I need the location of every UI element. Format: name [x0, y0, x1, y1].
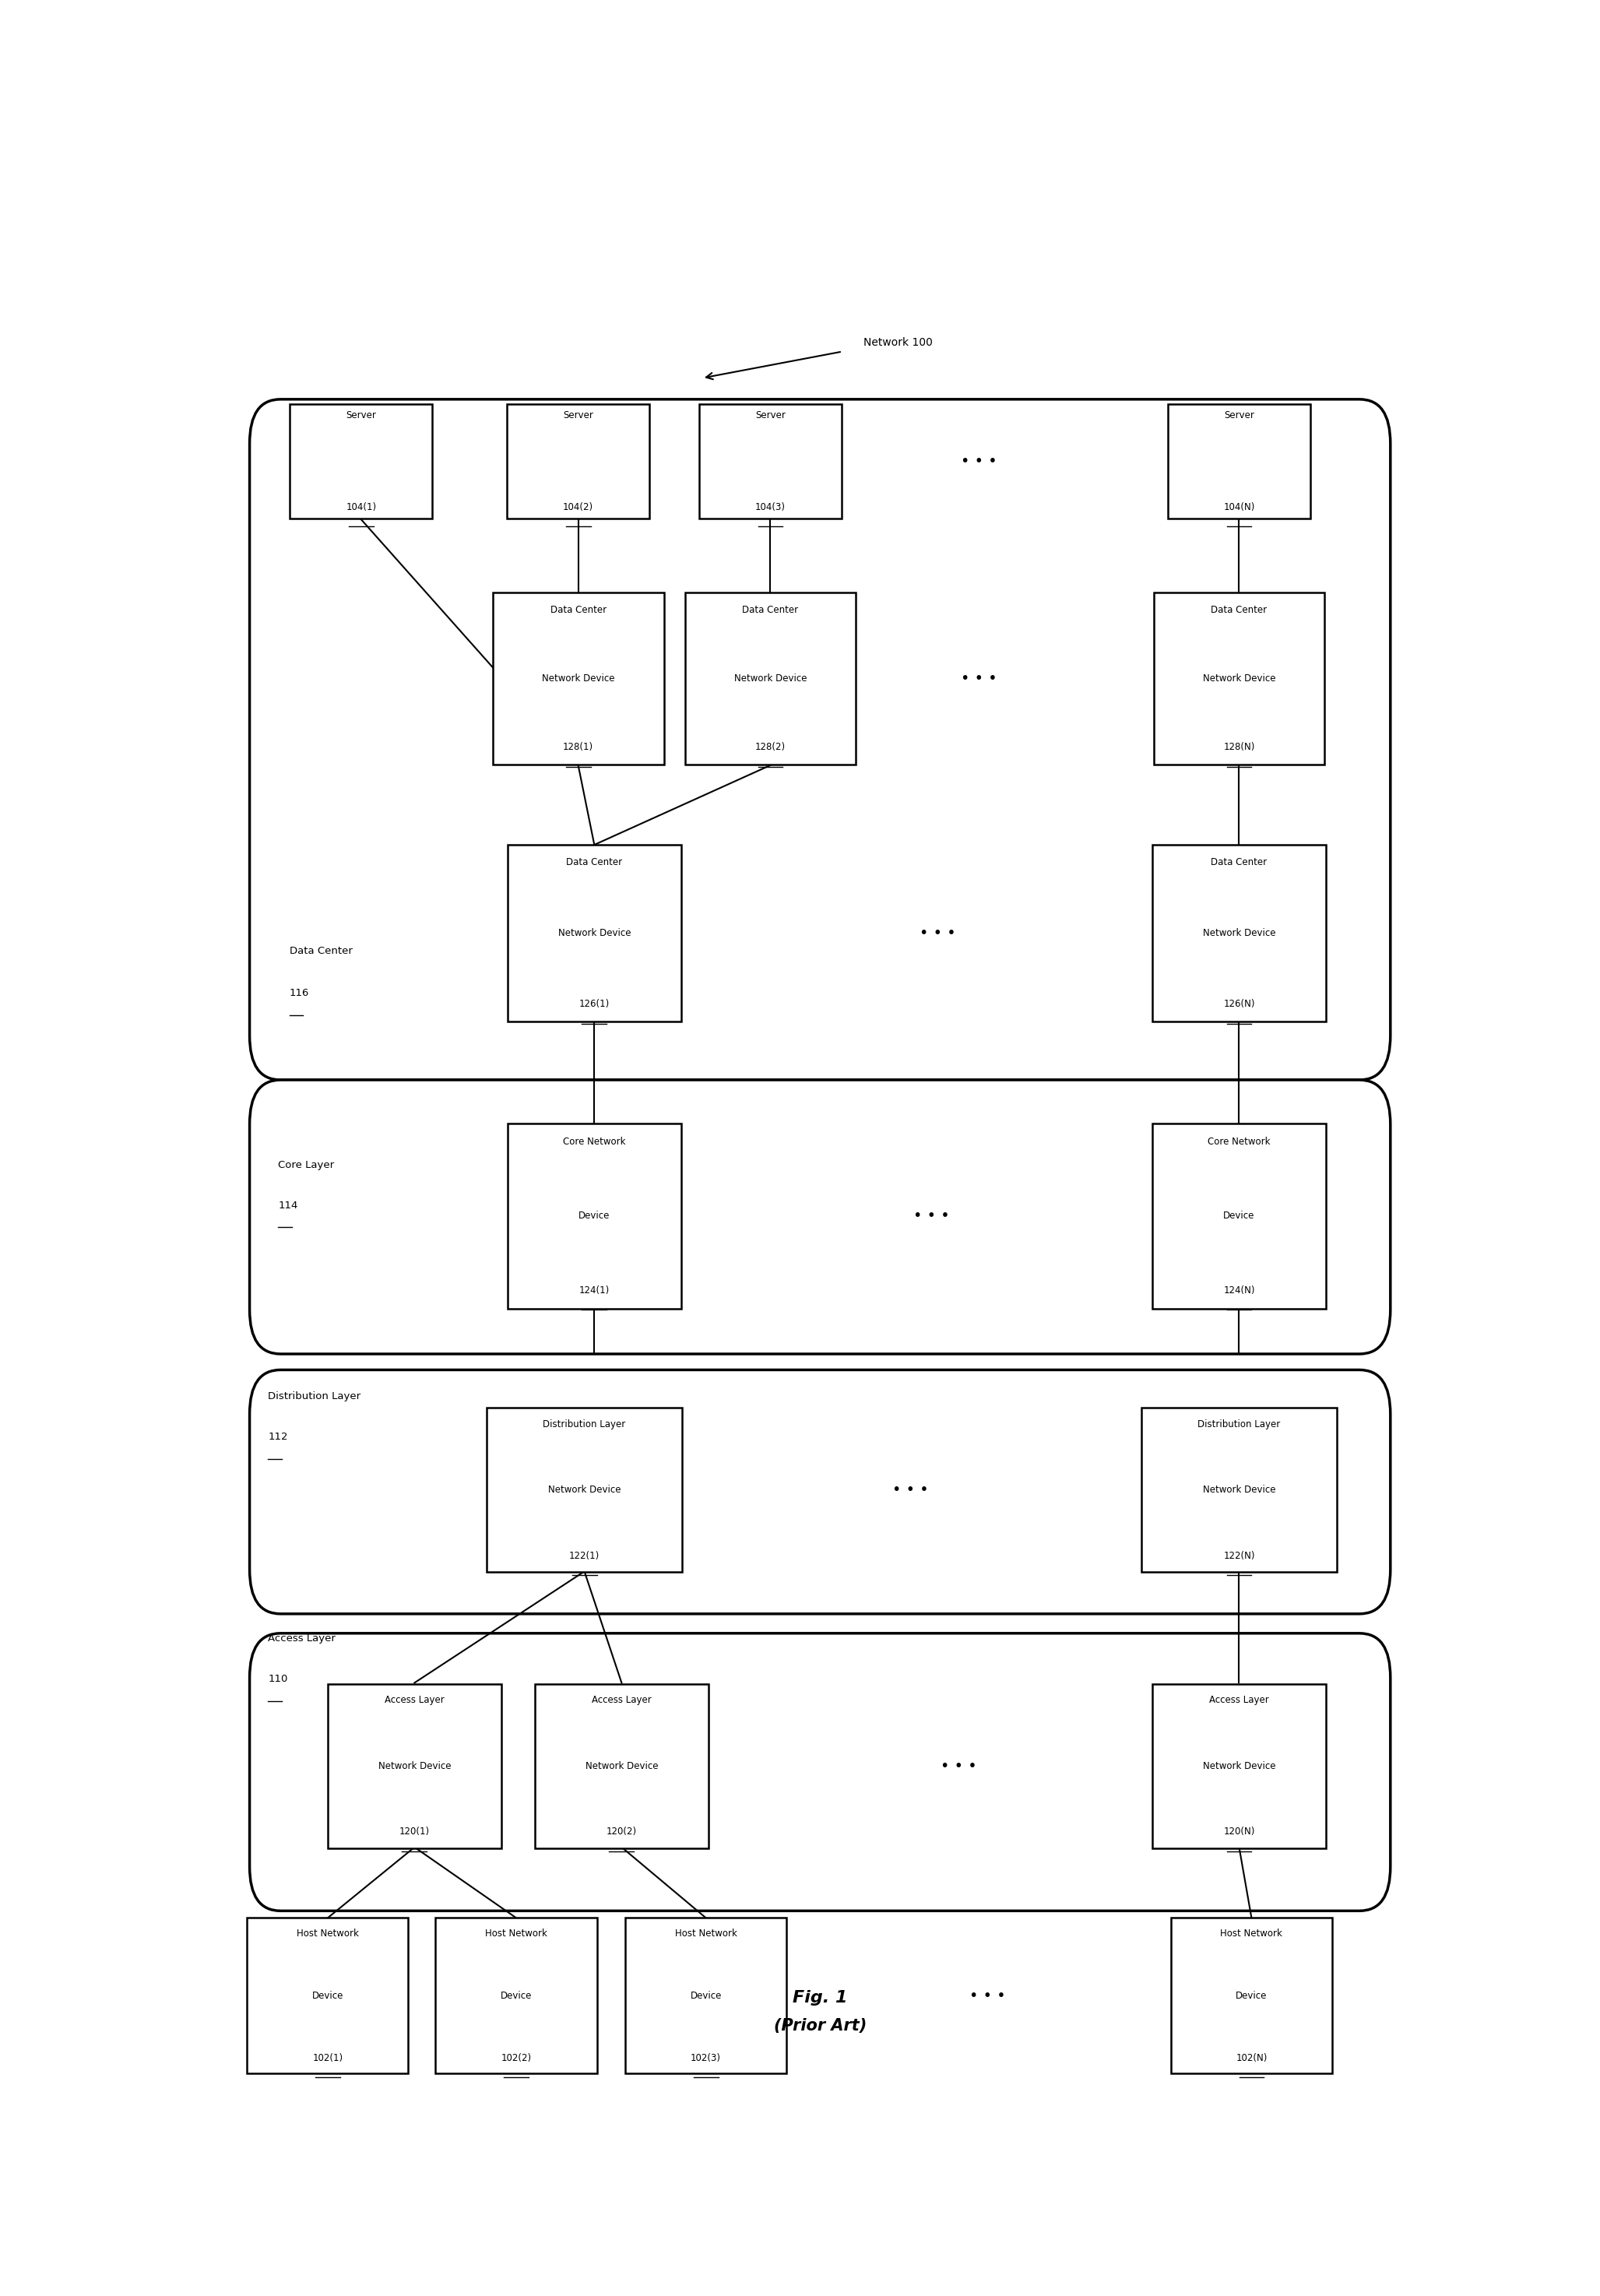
FancyBboxPatch shape	[250, 1371, 1390, 1614]
Text: Host Network: Host Network	[485, 1929, 547, 1938]
Text: 122(N): 122(N)	[1224, 1550, 1254, 1561]
Text: Distribution Layer: Distribution Layer	[269, 1391, 362, 1401]
Text: 128(2): 128(2)	[755, 742, 786, 753]
Bar	[1154, 592, 1325, 765]
Text: Data Center: Data Center	[550, 604, 606, 615]
Text: 104(N): 104(N)	[1224, 503, 1254, 512]
Text: Network Device: Network Device	[558, 928, 630, 939]
Text: • • •: • • •	[920, 925, 955, 941]
Text: 116: 116	[290, 987, 309, 999]
Text: Device: Device	[501, 1991, 531, 2000]
Text: Host Network: Host Network	[1221, 1929, 1283, 1938]
Text: Host Network: Host Network	[675, 1929, 738, 1938]
Text: Network Device: Network Device	[1203, 673, 1275, 684]
Bar	[1152, 1683, 1326, 1848]
Text: 126(N): 126(N)	[1224, 999, 1254, 1008]
Text: Network Device: Network Device	[542, 673, 614, 684]
FancyBboxPatch shape	[250, 400, 1390, 1079]
Text: 102(1): 102(1)	[312, 2053, 342, 2064]
Text: Access Layer: Access Layer	[592, 1694, 651, 1706]
Bar	[246, 1917, 408, 2073]
Bar	[1141, 1407, 1338, 1573]
Text: 102(2): 102(2)	[501, 2053, 531, 2064]
Bar	[534, 1683, 709, 1848]
Text: Core Network: Core Network	[1208, 1137, 1270, 1148]
Text: • • •: • • •	[960, 455, 997, 468]
Text: Network Device: Network Device	[378, 1761, 451, 1770]
Bar	[328, 1683, 501, 1848]
Text: Device: Device	[1235, 1991, 1267, 2000]
Text: • • •: • • •	[941, 1759, 978, 1773]
Text: Server: Server	[563, 411, 594, 420]
Text: 104(3): 104(3)	[755, 503, 786, 512]
Text: Network Device: Network Device	[1203, 928, 1275, 939]
Text: Host Network: Host Network	[296, 1929, 358, 1938]
Text: Access Layer: Access Layer	[269, 1632, 336, 1644]
Text: Distribution Layer: Distribution Layer	[1198, 1419, 1280, 1430]
Text: • • •: • • •	[970, 1988, 1005, 2002]
Text: Network Device: Network Device	[734, 673, 806, 684]
Text: 102(3): 102(3)	[691, 2053, 722, 2064]
Text: Device: Device	[312, 1991, 344, 2000]
Text: Device: Device	[579, 1210, 610, 1221]
Bar	[626, 1917, 787, 2073]
Bar	[486, 1407, 682, 1573]
FancyBboxPatch shape	[250, 1079, 1390, 1355]
Text: 126(1): 126(1)	[579, 999, 610, 1008]
Text: Server: Server	[755, 411, 786, 420]
Bar	[685, 592, 856, 765]
Text: 110: 110	[269, 1674, 288, 1685]
Text: 104(1): 104(1)	[346, 503, 376, 512]
Text: 104(2): 104(2)	[563, 503, 594, 512]
Text: Data Center: Data Center	[1211, 604, 1267, 615]
FancyBboxPatch shape	[250, 1632, 1390, 1910]
Text: Core Layer: Core Layer	[278, 1159, 334, 1171]
Text: Server: Server	[1224, 411, 1254, 420]
Bar	[493, 592, 664, 765]
Bar	[1171, 1917, 1333, 2073]
Bar	[435, 1917, 597, 2073]
Text: 120(1): 120(1)	[400, 1828, 430, 1837]
Text: 102(N): 102(N)	[1235, 2053, 1267, 2064]
Bar	[507, 404, 650, 519]
Text: Access Layer: Access Layer	[1210, 1694, 1269, 1706]
Text: 124(N): 124(N)	[1224, 1286, 1254, 1295]
Text: 124(1): 124(1)	[579, 1286, 610, 1295]
Text: Network Device: Network Device	[549, 1486, 621, 1495]
Text: Network 100: Network 100	[864, 338, 933, 349]
Bar	[1152, 845, 1326, 1022]
Text: • • •: • • •	[960, 670, 997, 687]
Text: Network Device: Network Device	[1203, 1486, 1275, 1495]
Text: (Prior Art): (Prior Art)	[773, 2018, 867, 2034]
Text: 120(2): 120(2)	[606, 1828, 637, 1837]
Text: 120(N): 120(N)	[1224, 1828, 1254, 1837]
Text: 128(1): 128(1)	[563, 742, 594, 753]
Text: Data Center: Data Center	[290, 946, 352, 955]
Text: Network Device: Network Device	[586, 1761, 658, 1770]
Text: 112: 112	[269, 1433, 288, 1442]
Bar	[1152, 1123, 1326, 1309]
Text: Fig. 1: Fig. 1	[792, 1991, 848, 2004]
Text: Data Center: Data Center	[566, 856, 622, 868]
Bar	[507, 845, 682, 1022]
Text: Data Center: Data Center	[742, 604, 798, 615]
Text: 122(1): 122(1)	[570, 1550, 600, 1561]
Text: Core Network: Core Network	[563, 1137, 626, 1148]
Text: • • •: • • •	[893, 1483, 928, 1497]
Text: Network Device: Network Device	[1203, 1761, 1275, 1770]
Text: Data Center: Data Center	[1211, 856, 1267, 868]
Text: • • •: • • •	[914, 1208, 950, 1224]
Bar	[1168, 404, 1310, 519]
Text: Server: Server	[346, 411, 376, 420]
Bar	[699, 404, 842, 519]
Text: 128(N): 128(N)	[1224, 742, 1254, 753]
Text: Access Layer: Access Layer	[384, 1694, 445, 1706]
Bar	[507, 1123, 682, 1309]
Text: 114: 114	[278, 1201, 298, 1210]
Text: Distribution Layer: Distribution Layer	[542, 1419, 626, 1430]
Text: Device: Device	[1224, 1210, 1254, 1221]
Text: Device: Device	[690, 1991, 722, 2000]
Bar	[290, 404, 432, 519]
